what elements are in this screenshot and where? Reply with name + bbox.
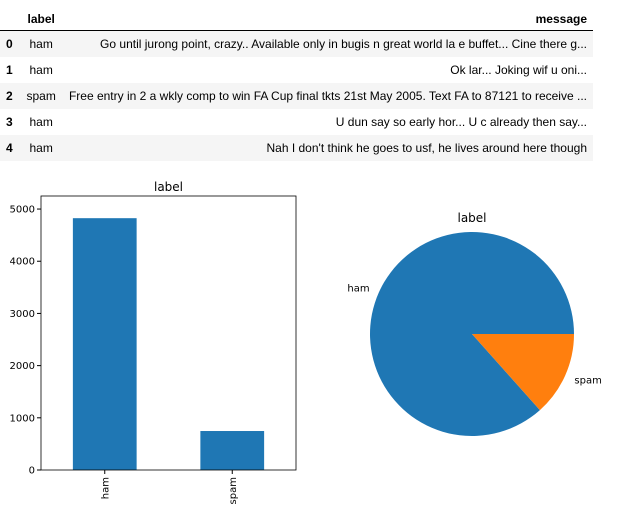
y-tick-label: 3000 [10, 309, 35, 320]
x-tick-label-ham: ham [100, 477, 111, 499]
cell-label: ham [29, 63, 53, 77]
row-index: 3 [6, 115, 13, 129]
y-tick-label: 0 [29, 466, 35, 477]
y-tick-label: 5000 [10, 205, 35, 216]
pie-slice-spam [472, 334, 574, 411]
cell-message: U dun say so early hor... U c already th… [335, 115, 587, 129]
x-tick-label-spam: spam [228, 477, 239, 504]
bar-spam [200, 431, 265, 470]
cell-label: ham [29, 37, 53, 51]
row-index: 1 [6, 63, 13, 77]
table-row: 0 ham Go until jurong point, crazy.. Ava… [0, 30, 593, 57]
cell-message: Free entry in 2 a wkly comp to win FA Cu… [68, 89, 587, 103]
row-index: 2 [6, 89, 13, 103]
pie-label-ham: ham [347, 284, 369, 295]
bar-chart-title: label [154, 180, 183, 194]
table-row: 1 ham Ok lar... Joking wif u oni... [0, 57, 593, 83]
dataframe-table: label message 0 ham Go until jurong poin… [0, 8, 593, 161]
table-row: 3 ham U dun say so early hor... U c alre… [0, 109, 593, 135]
bar-ham [72, 218, 137, 470]
y-tick-label: 2000 [10, 361, 35, 372]
table-header-row: label message [0, 8, 593, 31]
row-index: 4 [6, 141, 13, 155]
y-tick-label: 4000 [10, 257, 35, 268]
cell-label: ham [29, 115, 53, 129]
pie-chart-title: label [457, 211, 486, 225]
table-row: 4 ham Nah I don't think he goes to usf, … [0, 135, 593, 161]
cell-message: Go until jurong point, crazy.. Available… [100, 37, 587, 51]
index-header [0, 8, 20, 31]
row-index: 0 [6, 37, 13, 51]
cell-label: ham [29, 141, 53, 155]
y-tick-label: 1000 [10, 413, 35, 424]
table-row: 2 spam Free entry in 2 a wkly comp to wi… [0, 83, 593, 109]
cell-message: Nah I don't think he goes to usf, he liv… [266, 141, 587, 155]
cell-message: Ok lar... Joking wif u oni... [450, 63, 587, 77]
pie-label-spam: spam [574, 375, 601, 386]
cell-label: spam [26, 89, 56, 103]
bar-axes-frame [40, 195, 297, 471]
column-header-message: message [62, 8, 593, 31]
column-header-label: label [19, 8, 63, 31]
pie-slice-ham [370, 232, 574, 437]
